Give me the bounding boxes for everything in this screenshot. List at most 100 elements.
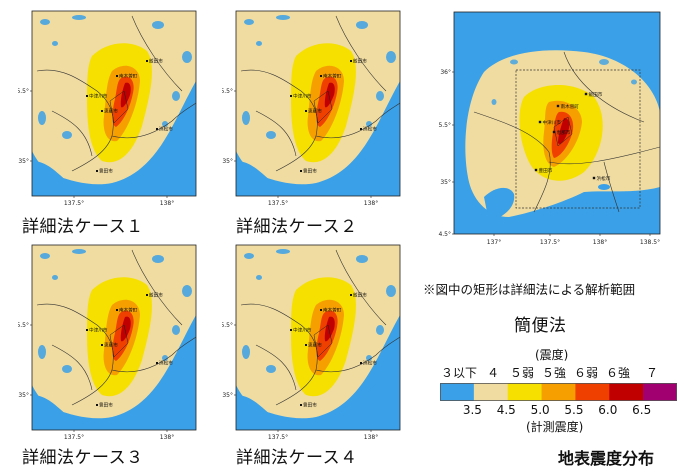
boundary-line [111, 336, 196, 373]
intensity-6upper-area [558, 118, 570, 144]
legend-intensity-label: ５強 [542, 366, 567, 380]
lon-tick-label: 138° [593, 239, 607, 246]
legend-swatch [440, 383, 475, 401]
boundary-line [131, 249, 183, 326]
lon-tick-label: 137.5° [268, 434, 288, 441]
city-label: 豊田市 [99, 402, 113, 409]
intensity-6upper-area [120, 316, 131, 342]
city-label: 豊田市 [303, 402, 317, 409]
lat-tick-label: 35.5° [438, 122, 451, 129]
fault-outline [313, 324, 333, 358]
legend-header: (震度) [535, 348, 569, 362]
city-label: 中津川市 [89, 327, 108, 334]
lat-tick-label: 35° [222, 392, 233, 399]
legend-swatch [643, 383, 677, 401]
map-frame [31, 244, 197, 431]
lat-tick-label: 35° [222, 158, 233, 165]
city-label: 飯田市 [353, 58, 367, 65]
fault-outline [553, 116, 573, 147]
city-label: 中津川市 [293, 327, 312, 334]
caption-case3: 詳細法ケース３ [22, 448, 144, 468]
figure-title: 地表震度分布 [558, 449, 655, 468]
lon-tick-label: 137.5° [268, 200, 288, 207]
lon-tick-label: 138.5° [640, 239, 660, 246]
boundary-line [335, 249, 387, 326]
city-label: 南木曽町 [323, 73, 342, 80]
city-label: 恵那市 [104, 108, 118, 115]
boundary-line [131, 15, 183, 92]
lon-tick-label: 138° [364, 434, 378, 441]
city-label: 飯田市 [149, 58, 163, 65]
legend-value-label: 4.5 [496, 403, 516, 417]
legend-swatch [609, 383, 644, 401]
lat-tick-label: 35° [18, 392, 29, 399]
fault-outline [109, 90, 129, 124]
city-label: 飯田市 [353, 292, 367, 299]
legend-intensity-label: ６弱 [574, 366, 599, 380]
boundary-line [51, 110, 93, 157]
city-label: 飯田市 [149, 292, 163, 299]
boundary-line [473, 111, 551, 213]
legend-footer: (計測震度) [526, 420, 584, 434]
lat-tick-label: 36° [440, 69, 451, 76]
boundary-line [240, 69, 318, 172]
boundary-line [255, 344, 297, 391]
legend-value-label: 5.0 [530, 403, 550, 417]
boundary-line [255, 110, 297, 157]
legend-value-label: 3.5 [462, 403, 482, 417]
legend-swatch [541, 383, 576, 401]
legend-intensity-label: ７ [646, 366, 659, 380]
city-label: 恵那市 [308, 108, 322, 115]
map-frame [235, 244, 401, 431]
analysis-range-note: ※図中の矩形は詳細法による解析範囲 [423, 282, 636, 297]
intensity-6upper-area [324, 82, 335, 108]
boundary-line [315, 102, 400, 139]
boundary-line [240, 303, 318, 406]
caption-case1: 詳細法ケース１ [22, 217, 144, 237]
city-label: 浜松市 [159, 360, 173, 367]
city-label: 飯田市 [589, 91, 603, 98]
legend-intensity-label: ４ [487, 366, 500, 380]
city-label: 豊田市 [99, 168, 113, 175]
city-label: 中津川市 [89, 93, 108, 100]
lon-tick-label: 138° [364, 200, 378, 207]
fault-outline [109, 324, 129, 358]
legend-swatch [575, 383, 610, 401]
boundary-line [335, 15, 387, 92]
legend-swatch [473, 383, 509, 401]
map-frame [453, 11, 661, 235]
lon-tick-label: 138° [160, 200, 174, 207]
legend-color-bar [440, 383, 677, 401]
city-label: 豊田市 [303, 168, 317, 175]
lat-tick-label: 35° [440, 179, 451, 186]
lat-tick-label: 35.5° [222, 88, 233, 95]
caption-simple: 簡便法 [514, 316, 567, 336]
city-label: 浜松市 [597, 175, 611, 182]
lat-tick-label: 35.5° [222, 322, 233, 329]
legend-value-label: 5.5 [564, 403, 584, 417]
lat-tick-label: 35.5° [18, 88, 29, 95]
legend-value-label: 6.5 [632, 403, 652, 417]
fault-outline [313, 90, 333, 124]
city-label: 浜松市 [363, 126, 377, 133]
boundary-line [36, 303, 114, 406]
city-label: 恵那市 [104, 342, 118, 349]
map-frame [31, 10, 197, 197]
boundary-line [51, 344, 93, 391]
lat-tick-label: 35° [18, 158, 29, 165]
lon-tick-label: 137.5° [540, 239, 560, 246]
legend-swatch [507, 383, 542, 401]
city-label: 恵那市 [557, 129, 571, 136]
boundary-line [315, 336, 400, 373]
intensity-6upper-area [324, 316, 335, 342]
lat-tick-label: 34.5° [438, 231, 451, 238]
city-label: 南木曽町 [119, 73, 138, 80]
boundary-line [563, 51, 645, 123]
city-label: 南木曽町 [561, 103, 580, 110]
